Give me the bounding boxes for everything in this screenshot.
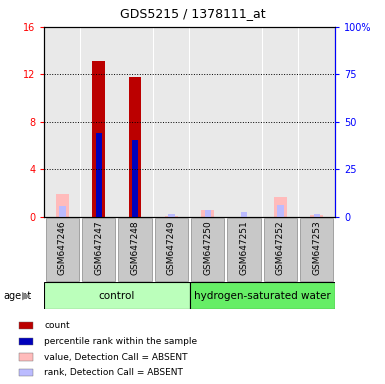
FancyBboxPatch shape <box>190 282 335 309</box>
FancyBboxPatch shape <box>155 218 188 281</box>
Bar <box>204 210 211 217</box>
Bar <box>274 197 287 217</box>
FancyBboxPatch shape <box>191 218 224 281</box>
Bar <box>165 216 178 217</box>
Bar <box>45 27 80 217</box>
Bar <box>310 215 323 217</box>
Text: GDS5215 / 1378111_at: GDS5215 / 1378111_at <box>120 7 265 20</box>
Text: GSM647250: GSM647250 <box>203 220 212 275</box>
Text: rank, Detection Call = ABSENT: rank, Detection Call = ABSENT <box>44 368 183 377</box>
Bar <box>190 27 226 217</box>
Text: control: control <box>99 291 135 301</box>
Bar <box>56 194 69 217</box>
Bar <box>19 338 33 345</box>
Bar <box>299 27 335 217</box>
Bar <box>95 132 102 217</box>
Bar <box>154 27 189 217</box>
Bar <box>226 27 262 217</box>
Bar <box>132 140 138 217</box>
Bar <box>263 27 298 217</box>
Bar <box>59 206 66 217</box>
Text: percentile rank within the sample: percentile rank within the sample <box>44 337 198 346</box>
Bar <box>92 61 105 217</box>
FancyBboxPatch shape <box>82 218 116 281</box>
Text: GSM647247: GSM647247 <box>94 220 103 275</box>
FancyBboxPatch shape <box>300 218 333 281</box>
Text: hydrogen-saturated water: hydrogen-saturated water <box>194 291 331 301</box>
Bar <box>81 27 117 217</box>
Bar <box>117 27 153 217</box>
Bar <box>19 369 33 376</box>
FancyBboxPatch shape <box>44 282 190 309</box>
Text: ▶: ▶ <box>22 291 30 301</box>
Text: GSM647249: GSM647249 <box>167 220 176 275</box>
Bar <box>277 205 284 217</box>
FancyBboxPatch shape <box>46 218 79 281</box>
FancyBboxPatch shape <box>119 218 152 281</box>
Text: GSM647248: GSM647248 <box>131 220 140 275</box>
Text: value, Detection Call = ABSENT: value, Detection Call = ABSENT <box>44 353 188 361</box>
Bar <box>201 210 214 217</box>
Text: agent: agent <box>4 291 32 301</box>
FancyBboxPatch shape <box>228 218 261 281</box>
Bar <box>129 77 141 217</box>
Bar <box>241 212 248 217</box>
FancyBboxPatch shape <box>264 218 297 281</box>
Bar <box>313 214 320 217</box>
Bar <box>168 214 175 217</box>
Bar <box>19 322 33 329</box>
Text: GSM647252: GSM647252 <box>276 220 285 275</box>
Text: GSM647246: GSM647246 <box>58 220 67 275</box>
Bar <box>19 353 33 361</box>
Text: count: count <box>44 321 70 330</box>
Text: GSM647253: GSM647253 <box>312 220 321 275</box>
Text: GSM647251: GSM647251 <box>239 220 249 275</box>
